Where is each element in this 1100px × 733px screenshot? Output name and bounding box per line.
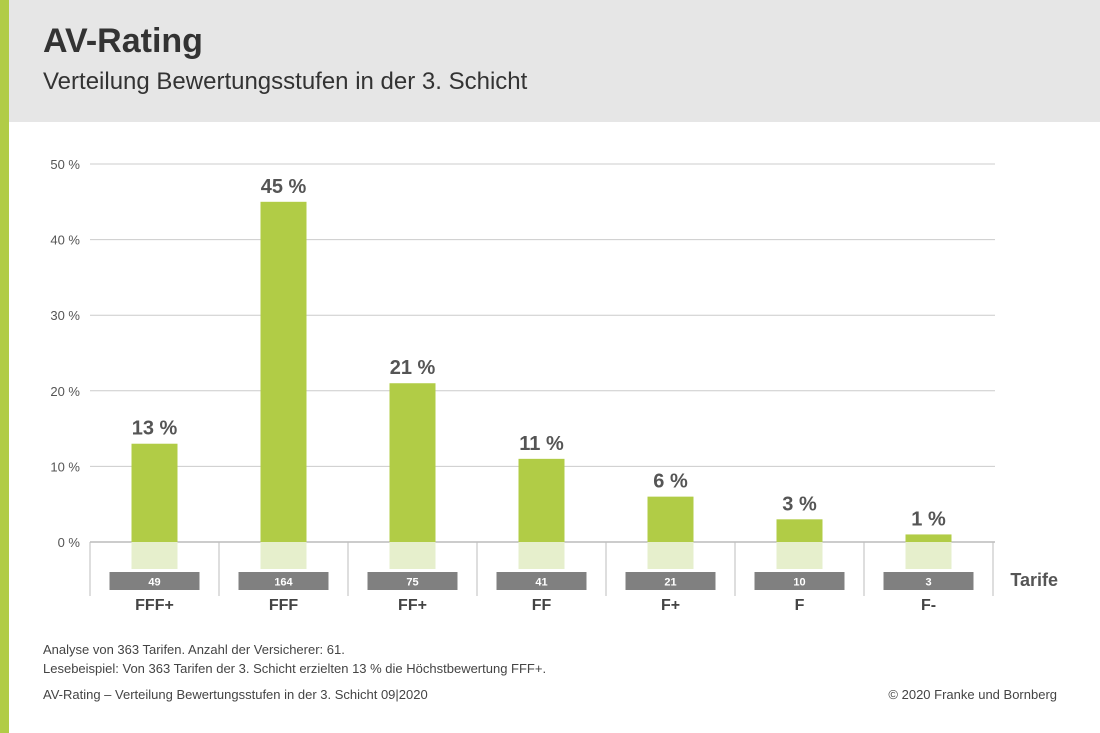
y-tick-label: 10 %: [50, 459, 80, 474]
tarife-axis-label: Tarife: [1010, 570, 1058, 590]
bar: [518, 458, 565, 542]
x-tick-label: FF: [532, 597, 552, 614]
tarife-badge: [754, 572, 845, 590]
bar: [389, 383, 436, 542]
chart-subtitle: Verteilung Bewertungsstufen in der 3. Sc…: [43, 68, 528, 95]
bar-reflection: [389, 542, 436, 569]
bar-reflection: [518, 542, 565, 569]
tarife-count: 10: [793, 577, 805, 589]
y-tick-label: 0 %: [58, 535, 81, 550]
data-label: 13 %: [132, 418, 178, 440]
x-tick-label: F: [795, 597, 805, 614]
data-label: 11 %: [519, 433, 564, 455]
bar-reflection: [647, 542, 694, 569]
bar: [260, 201, 307, 543]
bar-reflection: [776, 542, 823, 569]
data-label: 6 %: [653, 471, 688, 493]
chart-title: AV-Rating: [43, 22, 203, 60]
y-tick-label: 30 %: [50, 308, 80, 323]
tarife-count: 75: [406, 577, 418, 589]
tarife-count: 164: [274, 577, 293, 589]
tarife-count: 49: [148, 577, 160, 589]
bar: [776, 519, 823, 542]
footer-copyright: © 2020 Franke und Bornberg: [888, 687, 1057, 702]
header-band: [9, 0, 1100, 122]
y-tick-label: 50 %: [50, 157, 80, 172]
data-label: 45 %: [261, 176, 307, 198]
tarife-count: 41: [535, 577, 547, 589]
footer-source: AV-Rating – Verteilung Bewertungsstufen …: [43, 687, 428, 702]
bar-reflection: [260, 542, 307, 569]
tarife-badge: [883, 572, 974, 590]
analysis-note: Analyse von 363 Tarifen. Anzahl der Vers…: [43, 642, 345, 657]
tarife-count: 21: [664, 577, 676, 589]
data-label: 1 %: [911, 508, 946, 530]
bar-reflection: [905, 542, 952, 569]
tarife-badge: [625, 572, 716, 590]
x-tick-label: FF+: [398, 597, 427, 614]
bar: [905, 534, 952, 542]
y-tick-label: 20 %: [50, 384, 80, 399]
tarife-badge: [496, 572, 587, 590]
x-tick-label: FFF: [269, 597, 299, 614]
tarife-count: 3: [925, 577, 931, 589]
accent-bar: [0, 0, 9, 733]
data-label: 3 %: [782, 493, 817, 515]
x-tick-label: F-: [921, 597, 936, 614]
x-tick-label: FFF+: [135, 597, 174, 614]
bar-reflection: [131, 542, 178, 569]
y-tick-label: 40 %: [50, 233, 80, 248]
tarife-badge: [109, 572, 200, 590]
tarife-badge: [238, 572, 329, 590]
tarife-badge: [367, 572, 458, 590]
bar: [647, 496, 694, 542]
x-tick-label: F+: [661, 597, 680, 614]
data-label: 21 %: [390, 357, 436, 379]
reading-example-note: Lesebeispiel: Von 363 Tarifen der 3. Sch…: [43, 661, 547, 676]
bar: [131, 443, 178, 542]
